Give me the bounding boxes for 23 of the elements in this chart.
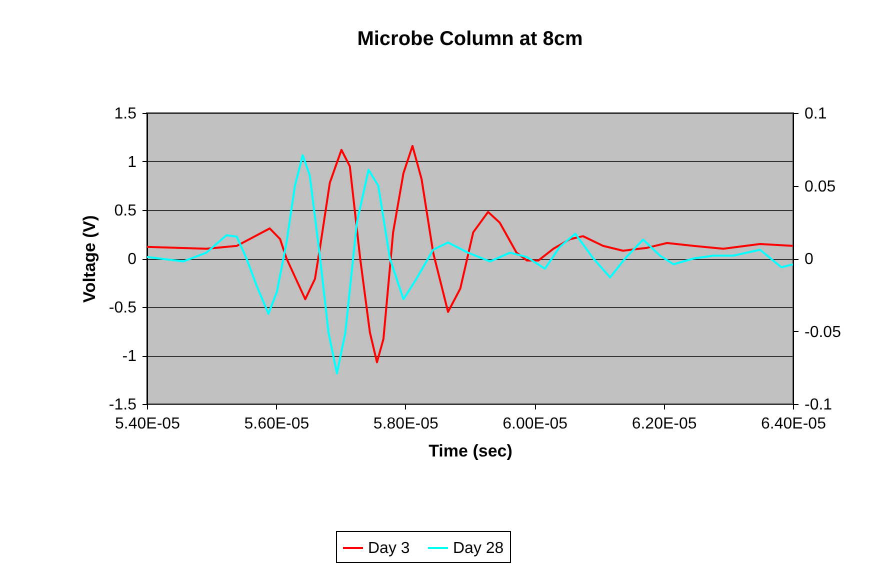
y-tick-label: 1	[128, 154, 137, 171]
x-tick-label: 6.00E-05	[502, 416, 568, 432]
y-axis-title: Voltage (V)	[80, 215, 99, 303]
y-tick-label: 1.5	[114, 106, 137, 122]
y2-tick-label: 0.1	[804, 106, 827, 122]
x-tick-label: 6.20E-05	[632, 416, 697, 432]
legend-label: Day 28	[453, 540, 504, 557]
chart-title: Microbe Column at 8cm	[357, 28, 583, 50]
y2-tick-label: -0.05	[804, 324, 842, 341]
legend-label: Day 3	[368, 540, 410, 557]
y2-tick-label: 0	[804, 251, 814, 268]
x-tick-label: 5.40E-05	[115, 416, 180, 432]
x-tick-label: 6.40E-05	[761, 416, 826, 432]
y-tick-label: -1.5	[108, 396, 137, 414]
y2-tick-label: -0.1	[804, 396, 832, 414]
y-tick-label: -0.5	[108, 300, 137, 316]
x-axis-title: Time (sec)	[428, 442, 512, 460]
y-tick-label: 0	[128, 251, 137, 268]
y-tick-label: -1	[122, 348, 137, 365]
y2-tick-label: 0.05	[804, 178, 836, 196]
x-tick-label: 5.60E-05	[244, 416, 310, 432]
y-tick-label: 0.5	[114, 202, 137, 220]
x-tick-label: 5.80E-05	[373, 416, 438, 432]
